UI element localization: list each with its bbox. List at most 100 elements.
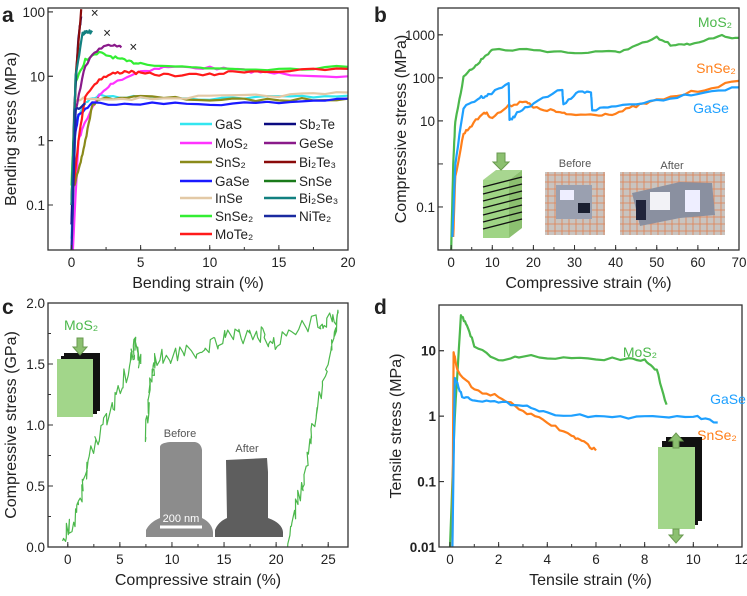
y-tick-label: 100	[412, 71, 435, 86]
x-tick-label: 8	[641, 552, 649, 567]
plot-frame	[47, 7, 349, 251]
series-line-c-0	[62, 336, 142, 543]
after-photo	[620, 172, 725, 235]
x-tick-label: 4	[544, 552, 552, 567]
y-tick-label: 0.1	[26, 198, 45, 213]
x-tick-label: 10	[485, 255, 500, 270]
x-tick-label: 5	[137, 255, 145, 270]
y-axis-label: Compressive stress (MPa)	[393, 35, 410, 223]
y-tick-label: 10	[421, 344, 436, 359]
series-label: SnSe₂	[697, 427, 737, 443]
legend-item: SnSe	[264, 174, 332, 189]
y-tick-label: 2.0	[26, 296, 45, 311]
legend-label: Bi₂Te₃	[299, 155, 336, 170]
layered-block-tension-icon	[658, 432, 702, 544]
x-tick-label: 15	[217, 552, 232, 567]
legend-item: Bi₂Te₃	[264, 155, 336, 170]
plot-frame	[437, 7, 740, 251]
y-tick-label: 0.1	[416, 200, 435, 215]
x-tick-label: 40	[608, 255, 623, 270]
x-tick-label: 10	[686, 552, 701, 567]
y-tick-label: 0.5	[26, 479, 45, 494]
panel-a: 0 5 10 15 20 0.1 1 10 100 Bending strain (%) Bendi…	[2, 4, 356, 292]
sem-before-image	[146, 442, 213, 537]
x-tick-label: 10	[202, 255, 217, 270]
x-tick-label: 50	[649, 255, 664, 270]
sem-after-image	[215, 458, 283, 537]
y-tick-label: 1000	[405, 28, 435, 43]
x-tick-label: 0	[68, 255, 76, 270]
x-tick-label: 70	[731, 255, 746, 270]
legend-label: GeSe	[299, 136, 334, 151]
sem-before-label: Before	[164, 428, 196, 440]
series-label: MoS₂	[623, 344, 657, 360]
x-tick-label: 0	[64, 552, 72, 567]
x-tick-label: 30	[567, 255, 582, 270]
legend-item: GeSe	[264, 136, 334, 151]
before-photo	[545, 172, 605, 235]
legend-label: SnSe	[299, 174, 332, 189]
plot-frame	[438, 304, 743, 548]
x-tick-label: 20	[340, 255, 355, 270]
inset-before-label: Before	[559, 158, 591, 170]
series-label: MoS₂	[698, 14, 732, 30]
y-tick-label: 1.0	[26, 418, 45, 433]
legend-label: NiTe₂	[299, 209, 331, 224]
legend-item: GaSe	[180, 174, 250, 189]
fracture-marker: ×	[103, 26, 111, 41]
x-axis-label: Compressive strain (%)	[115, 572, 281, 589]
panel-letter: b	[374, 4, 387, 27]
x-tick-label: 2	[495, 552, 503, 567]
legend-label: SnSe₂	[215, 209, 253, 224]
y-tick-label: 1	[428, 409, 436, 424]
panel-letter: d	[374, 296, 387, 319]
x-tick-label: 10	[164, 552, 179, 567]
series-line-b-0	[450, 33, 739, 250]
series-label: SnSe₂	[696, 60, 736, 76]
y-axis-label: Bending stress (MPa)	[3, 52, 20, 206]
legend-item: MoS₂	[180, 136, 248, 151]
series-line-d-2	[451, 376, 718, 547]
legend-item: Bi₂Se₃	[264, 191, 338, 206]
material-label: MoS₂	[64, 317, 98, 333]
y-tick-label: 1.5	[26, 357, 45, 372]
x-tick-label: 6	[592, 552, 600, 567]
x-tick-label: 15	[271, 255, 286, 270]
series-label: GaSe	[710, 391, 746, 407]
layered-pillar-compression-icon	[57, 337, 100, 417]
layered-block-compression-icon	[482, 152, 523, 238]
legend-item: NiTe₂	[264, 209, 331, 224]
x-tick-label: 0	[447, 255, 455, 270]
x-tick-label: 60	[690, 255, 705, 270]
legend-item: Sb₂Te	[264, 117, 335, 132]
legend-item: InSe	[180, 191, 243, 206]
legend-label: MoTe₂	[215, 227, 253, 242]
legend-label: MoS₂	[215, 136, 248, 151]
legend-item: SnSe₂	[180, 209, 253, 224]
y-axis-label: Tensile stress (MPa)	[388, 354, 405, 499]
panel-c: 0 5 10 15 20 25 0.0 0.5 1.0 1.5 2.0 Compressive str…	[2, 296, 349, 589]
legend-label: GaS	[215, 117, 242, 132]
series-line-a-8	[71, 43, 123, 194]
y-tick-label: 10	[420, 114, 435, 129]
legend-label: GaSe	[215, 174, 250, 189]
legend-item: SnS₂	[180, 155, 246, 170]
y-axis-label: Compressive stress (GPa)	[3, 331, 20, 519]
x-tick-label: 25	[321, 552, 336, 567]
series-label: GaSe	[693, 100, 729, 116]
legend-item: GaS	[180, 117, 242, 132]
y-tick-label: 0.1	[417, 475, 436, 490]
scale-bar-label: 200 nm	[163, 513, 200, 525]
legend-item: MoTe₂	[180, 227, 253, 242]
fracture-marker: ×	[91, 5, 99, 20]
legend-label: Sb₂Te	[299, 117, 335, 132]
panel-d: 0 2 4 6 8 10 12 0.01 0.1 1 10 Tensile strain (%) Ten…	[374, 296, 747, 589]
x-axis-label: Tensile strain (%)	[529, 572, 652, 589]
series-line-d-0	[448, 314, 668, 547]
y-tick-label: 10	[30, 69, 45, 84]
legend-label: SnS₂	[215, 155, 246, 170]
series-line-c-1	[144, 309, 339, 547]
panel-letter: a	[2, 4, 14, 27]
